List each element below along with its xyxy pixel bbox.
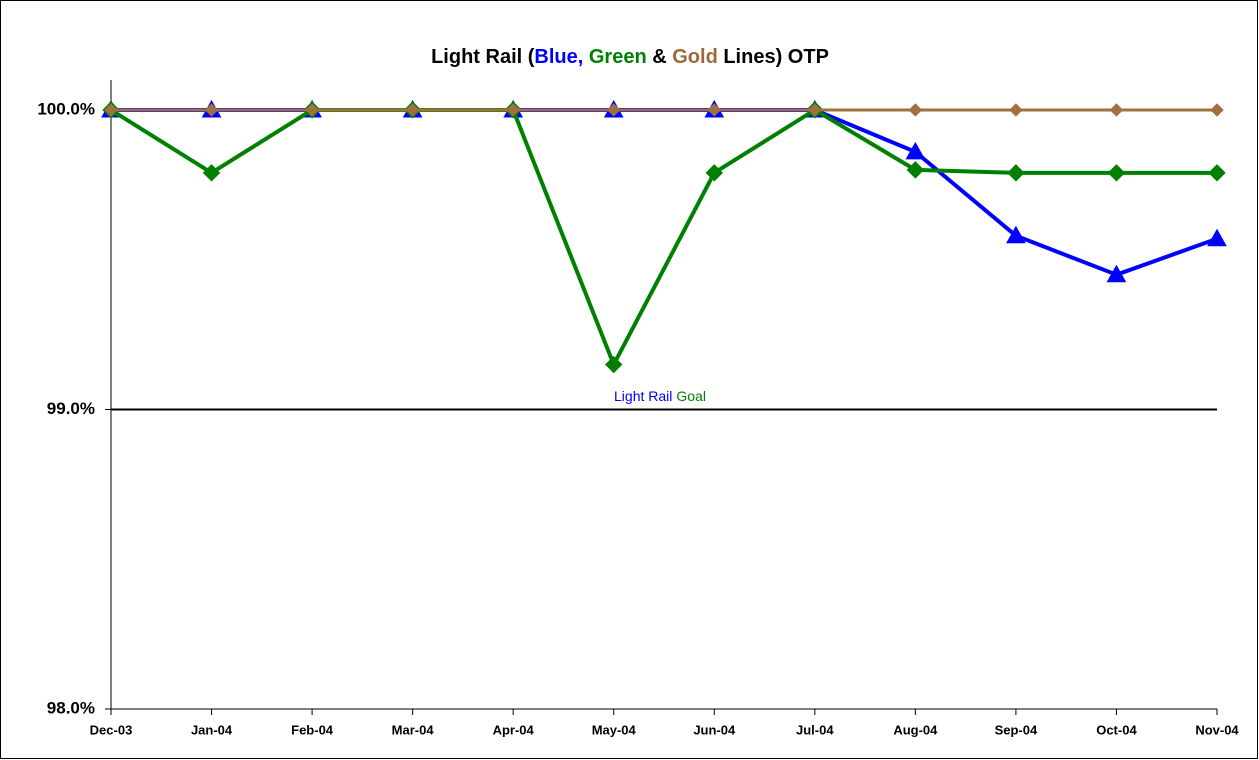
marker <box>305 103 319 117</box>
x-tick-label: Jul-04 <box>796 722 834 737</box>
goal-label-part: Goal <box>676 388 706 404</box>
title-part: Lines) OTP <box>718 46 829 68</box>
marker <box>506 103 520 117</box>
marker <box>1208 164 1226 182</box>
marker <box>1207 228 1227 247</box>
x-tick-label: Dec-03 <box>90 722 133 737</box>
x-tick-label: Oct-04 <box>1096 722 1137 737</box>
marker <box>1009 103 1023 117</box>
series-line <box>109 107 1217 367</box>
title-part: Green <box>583 46 646 68</box>
marker <box>1007 164 1025 182</box>
marker <box>605 355 623 374</box>
marker <box>908 103 923 117</box>
goal-label: Light Rail Goal <box>614 388 706 404</box>
goal-label-part: Light Rail <box>614 388 672 404</box>
x-tick-label: Sep-04 <box>995 722 1038 737</box>
marker <box>1106 264 1127 283</box>
marker <box>1109 103 1124 117</box>
y-tick-label: 98.0% <box>47 698 95 717</box>
marker <box>808 103 822 117</box>
marker <box>607 103 621 117</box>
marker <box>405 103 420 117</box>
x-tick-label: May-04 <box>592 722 637 737</box>
x-tick-label: Feb-04 <box>291 722 334 737</box>
marker <box>705 164 723 182</box>
x-tick-label: Nov-04 <box>1195 722 1239 737</box>
marker <box>202 164 221 182</box>
x-tick-label: Jun-04 <box>693 722 736 737</box>
title-part: Light Rail ( <box>431 46 535 68</box>
marker <box>707 103 721 117</box>
x-tick-label: Jan-04 <box>191 722 233 737</box>
marker <box>906 161 925 179</box>
x-tick-label: Aug-04 <box>893 722 938 737</box>
marker <box>1107 164 1126 182</box>
marker <box>204 103 219 117</box>
y-tick-label: 99.0% <box>47 399 95 418</box>
chart-title: Light Rail (Blue, Green & Gold Lines) OT… <box>431 46 829 68</box>
x-tick-label: Apr-04 <box>493 722 535 737</box>
title-part: & <box>647 46 673 68</box>
marker <box>104 103 118 117</box>
y-tick-label: 100.0% <box>37 99 95 118</box>
marker <box>905 141 926 160</box>
marker <box>1210 103 1224 117</box>
marker <box>1006 225 1026 244</box>
title-part: Gold <box>672 46 718 68</box>
title-part: Blue, <box>534 46 583 68</box>
x-tick-label: Mar-04 <box>392 722 435 737</box>
